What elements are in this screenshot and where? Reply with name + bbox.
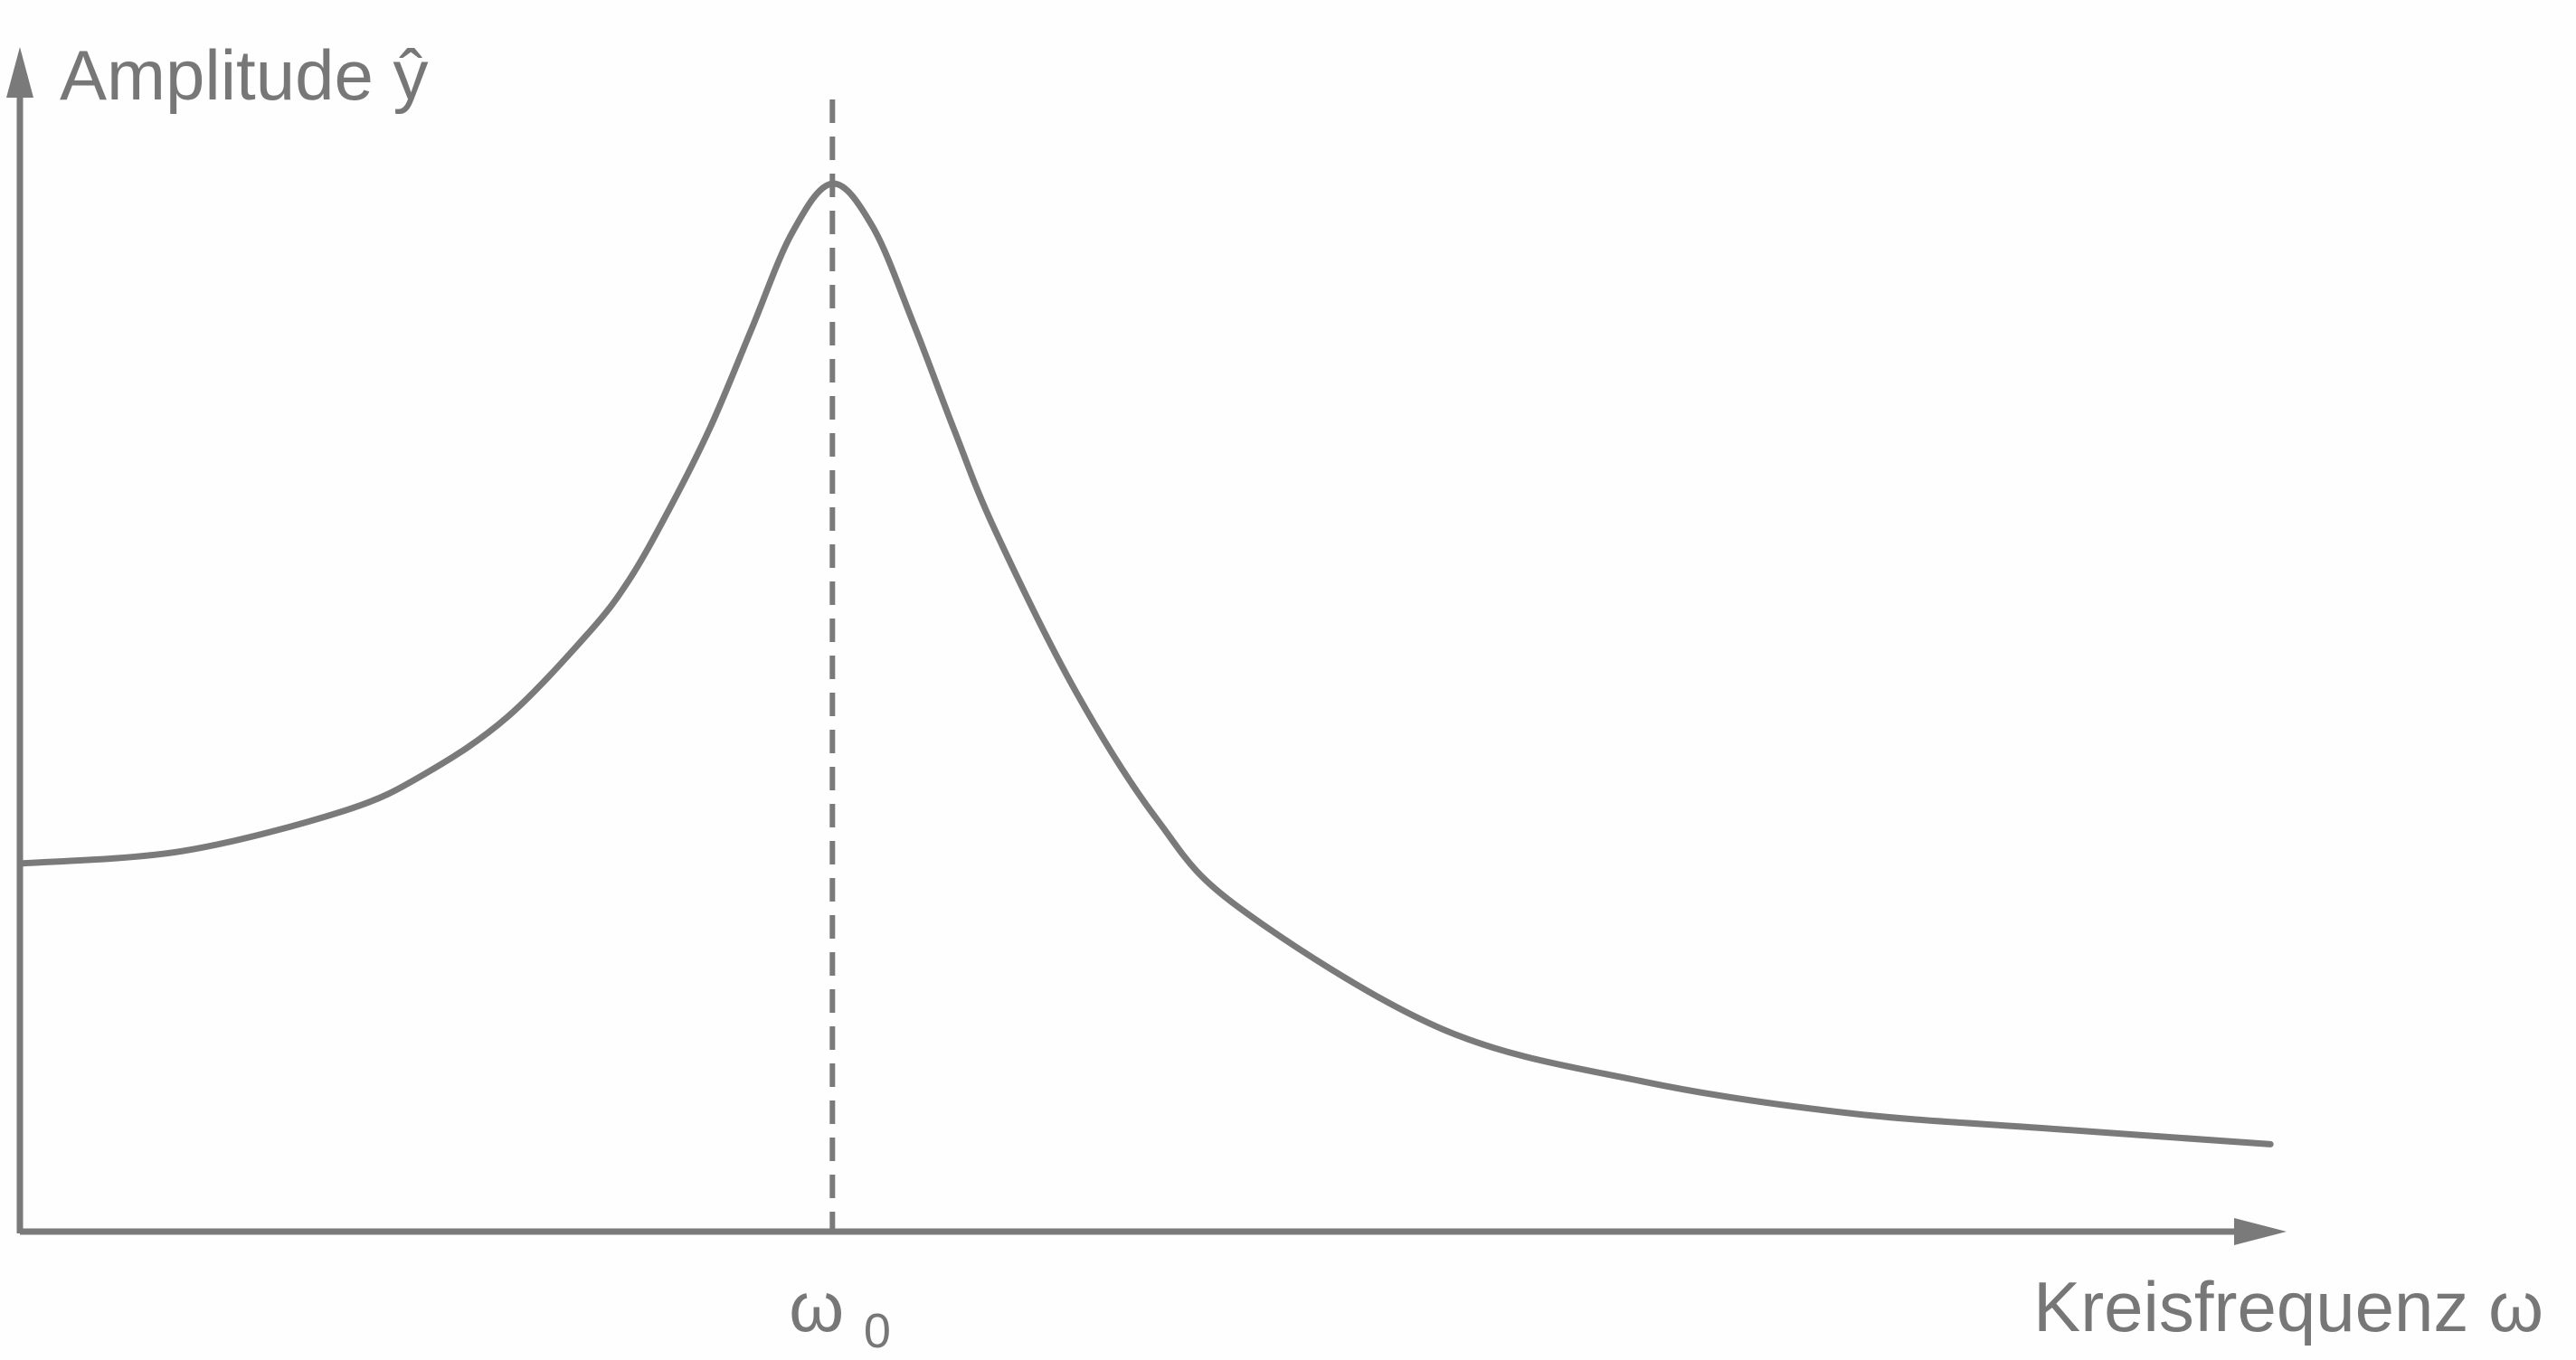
resonance-frequency-subscript: 0 <box>864 1304 891 1358</box>
resonance-frequency-symbol: ω <box>789 1267 844 1346</box>
axes <box>6 47 2287 1245</box>
x-axis-label: Kreisfrequenz ω <box>2033 1267 2543 1346</box>
resonance-frequency-label: ω 0 <box>789 1267 891 1358</box>
amplitude-curve <box>16 180 2274 1148</box>
y-axis-arrow <box>6 47 33 98</box>
y-axis-label: Amplitude ŷ <box>60 35 429 115</box>
x-axis-arrow <box>2234 1218 2287 1245</box>
